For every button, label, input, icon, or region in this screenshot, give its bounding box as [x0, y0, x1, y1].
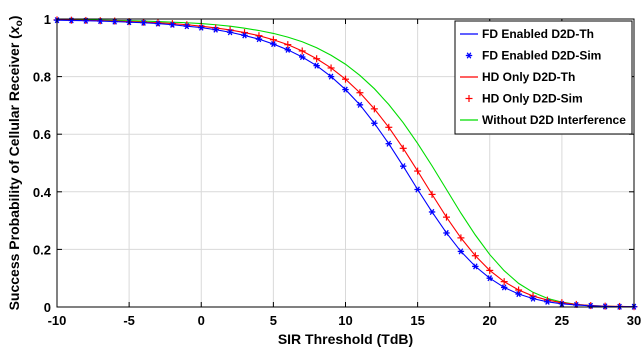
data-point [198, 24, 205, 31]
data-point [457, 234, 465, 242]
legend-item: HD Only D2D-Sim [465, 92, 583, 106]
x-tick-label: 30 [627, 313, 641, 328]
data-point [457, 248, 465, 255]
x-tick-label: 5 [270, 313, 277, 328]
legend-item: FD Enabled D2D-Sim [465, 49, 601, 63]
data-point [465, 95, 473, 102]
x-tick-labels: -10 -5 0 5 10 15 20 25 30 [48, 313, 642, 328]
axis-ticks [56, 18, 635, 308]
y-tick-label: 1 [44, 12, 51, 27]
data-point [169, 21, 176, 28]
y-tick-labels: 0 0.2 0.4 0.6 0.8 1 [33, 12, 52, 315]
data-point [284, 41, 292, 49]
data-point [111, 18, 118, 25]
data-point [515, 286, 523, 294]
data-point [587, 302, 594, 309]
data-point [342, 75, 349, 83]
data-point [299, 53, 306, 61]
data-point [140, 19, 147, 26]
data-point [442, 213, 450, 221]
data-point [327, 64, 335, 72]
data-point [183, 23, 191, 30]
legend: FD Enabled D2D-Th FD Enabled D2D-Sim HD On… [454, 20, 633, 135]
x-tick-label: -5 [123, 313, 135, 328]
series-layer [53, 16, 638, 311]
data-point [486, 266, 494, 274]
x-tick-label: -10 [48, 313, 67, 328]
legend-label: HD Only D2D-Th [482, 70, 575, 84]
data-point [601, 303, 609, 310]
data-point [471, 252, 479, 260]
legend-swatch [465, 95, 473, 102]
data-point [370, 105, 378, 113]
data-point [270, 40, 277, 48]
y-axis-label: Success Probability of Cellular Receiver… [6, 16, 25, 311]
data-point [241, 32, 248, 39]
data-point [500, 278, 508, 286]
legend-label: FD Enabled D2D-Sim [482, 49, 601, 63]
x-tick-label: 10 [338, 313, 352, 328]
data-point [385, 140, 392, 147]
x-tick-label: 25 [555, 313, 569, 328]
data-point [212, 26, 219, 33]
data-point [428, 208, 436, 216]
data-point [356, 101, 364, 108]
data-point [500, 284, 508, 291]
legend-label: FD Enabled D2D-Th [482, 27, 594, 41]
data-point [385, 123, 393, 131]
data-point [399, 144, 407, 152]
legend-item: HD Only D2D-Th [460, 70, 575, 84]
series-line-4 [56, 19, 634, 308]
legend-label: HD Only D2D-Sim [482, 92, 583, 106]
data-point [327, 73, 335, 80]
x-tick-label: 20 [483, 313, 497, 328]
legend-label: Without D2D Interference [482, 113, 626, 127]
data-point [356, 89, 364, 97]
x-tick-label: 15 [410, 313, 424, 328]
legend-swatch [465, 52, 473, 59]
legend-item: FD Enabled D2D-Th [460, 27, 594, 41]
y-tick-label: 0 [44, 300, 51, 315]
data-point [414, 186, 421, 193]
data-point [154, 20, 162, 27]
legend-item: Without D2D Interference [460, 113, 626, 127]
data-point [226, 29, 234, 36]
data-point [400, 163, 407, 170]
data-point [371, 120, 378, 127]
x-tick-label: 0 [198, 313, 205, 328]
data-point [529, 295, 537, 302]
legend-box [454, 20, 633, 135]
data-point [313, 55, 321, 63]
data-point [428, 190, 436, 198]
data-point [544, 298, 551, 305]
y-tick-label: 0.2 [33, 242, 51, 257]
x-axis-label: SIR Threshold (TdB) [278, 331, 413, 347]
data-point [486, 275, 493, 282]
y-tick-label: 0.6 [33, 127, 51, 142]
data-point [255, 36, 263, 43]
data-point [465, 52, 473, 59]
y-tick-label: 0.8 [33, 70, 51, 85]
data-point [342, 86, 349, 93]
y-tick-label: 0.4 [33, 185, 52, 200]
data-point [443, 229, 450, 237]
data-point [298, 47, 306, 55]
data-point [414, 167, 422, 175]
data-point [515, 290, 522, 298]
data-point [284, 46, 291, 53]
data-point [313, 62, 320, 69]
data-point [269, 36, 277, 44]
data-point [472, 263, 479, 270]
